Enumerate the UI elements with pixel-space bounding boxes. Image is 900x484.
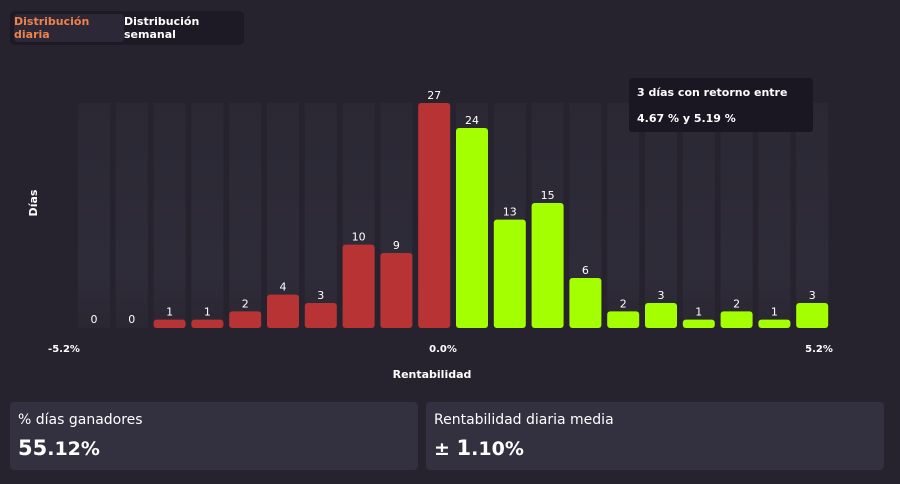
bar-value-label: 4: [280, 281, 287, 294]
histogram-bar[interactable]: [531, 203, 564, 328]
bars: [153, 103, 829, 328]
bar-value-label: 3: [658, 289, 665, 302]
histogram-bar[interactable]: [267, 294, 299, 328]
histogram-bar[interactable]: [342, 244, 375, 328]
bar-value-label: 2: [242, 297, 249, 310]
bar-value-label: 15: [541, 189, 555, 202]
bar-value-label: 0: [128, 313, 135, 326]
histogram-bar[interactable]: [682, 319, 715, 328]
bar-value-label: 2: [620, 297, 627, 310]
bar-value-label: 10: [352, 231, 366, 244]
bar-track: [645, 103, 677, 328]
bar-track: [682, 103, 715, 328]
bar-value-label: 3: [317, 289, 324, 302]
tooltip-title: 3 días con retorno entre: [637, 86, 788, 99]
bar-value-label: 9: [393, 239, 400, 252]
histogram-bar[interactable]: [191, 319, 224, 328]
win-days-label: % días ganadores: [18, 412, 143, 428]
bar-track: [229, 103, 262, 328]
histogram-bar[interactable]: [153, 319, 186, 328]
avg-return-prefix: ±: [434, 438, 457, 460]
bar-value-label: 1: [204, 306, 211, 319]
x-axis-label: Rentabilidad: [393, 368, 472, 381]
win-days-value-dec: .12%: [47, 438, 100, 460]
histogram-bar[interactable]: [796, 303, 829, 328]
bar-track: [115, 103, 148, 328]
win-days-value-int: 55: [18, 436, 48, 460]
bar-track: [267, 103, 299, 328]
histogram-bar[interactable]: [758, 319, 791, 328]
bar-value-label: 27: [427, 89, 441, 102]
win-days-card: % días ganadores 55.12%: [10, 402, 418, 470]
avg-return-value-int: 1: [456, 436, 472, 460]
distribution-tabs: Distribución diaria Distribución semanal: [10, 11, 244, 45]
bar-value-label: 6: [582, 264, 589, 277]
bar-track: [153, 103, 186, 328]
histogram-bar[interactable]: [607, 311, 640, 328]
avg-return-label: Rentabilidad diaria media: [434, 412, 614, 428]
bar-track: [758, 103, 791, 328]
histogram-bar[interactable]: [569, 278, 602, 328]
histogram-bar[interactable]: [493, 219, 526, 328]
bar-value-label: 2: [733, 297, 740, 310]
bar-tracks: [78, 103, 829, 328]
y-axis-label: Días: [27, 189, 40, 216]
histogram-bar[interactable]: [304, 303, 337, 328]
bar-value-label: 1: [695, 306, 702, 319]
x-tick-label-min: -5.2%: [48, 344, 80, 355]
x-tick-label-zero: 0.0%: [429, 344, 457, 355]
bar-track: [78, 103, 110, 328]
x-tick-label-max: 5.2%: [805, 344, 833, 355]
histogram-bar[interactable]: [720, 311, 753, 328]
histogram-bar[interactable]: [229, 311, 262, 328]
bar-value-label: 3: [809, 289, 816, 302]
avg-return-value: ± 1.10%: [434, 436, 876, 460]
tooltip-range: 4.67 % y 5.19 %: [637, 112, 736, 125]
avg-return-value-dec: .10%: [471, 438, 524, 460]
histogram-bar[interactable]: [380, 253, 413, 328]
avg-return-card: Rentabilidad diaria media ± 1.10%: [426, 402, 884, 470]
bar-tooltip: 3 días con retorno entre 4.67 % y 5.19 %: [629, 78, 813, 132]
tab-daily-distribution[interactable]: Distribución diaria: [14, 14, 124, 42]
bar-value-label: 24: [465, 114, 479, 127]
histogram-bar[interactable]: [645, 303, 677, 328]
bar-track: [796, 103, 829, 328]
histogram-bar[interactable]: [456, 128, 488, 328]
win-days-value: 55.12%: [18, 436, 410, 460]
bar-track: [607, 103, 640, 328]
bar-track: [304, 103, 337, 328]
bar-value-label: 0: [91, 313, 98, 326]
bar-value-label: 13: [503, 206, 517, 219]
bar-value-label: 1: [771, 306, 778, 319]
tab-weekly-distribution[interactable]: Distribución semanal: [124, 15, 200, 41]
bar-value-label: 1: [166, 306, 173, 319]
bar-track: [720, 103, 753, 328]
bar-track: [191, 103, 224, 328]
histogram-bar[interactable]: [418, 103, 451, 328]
